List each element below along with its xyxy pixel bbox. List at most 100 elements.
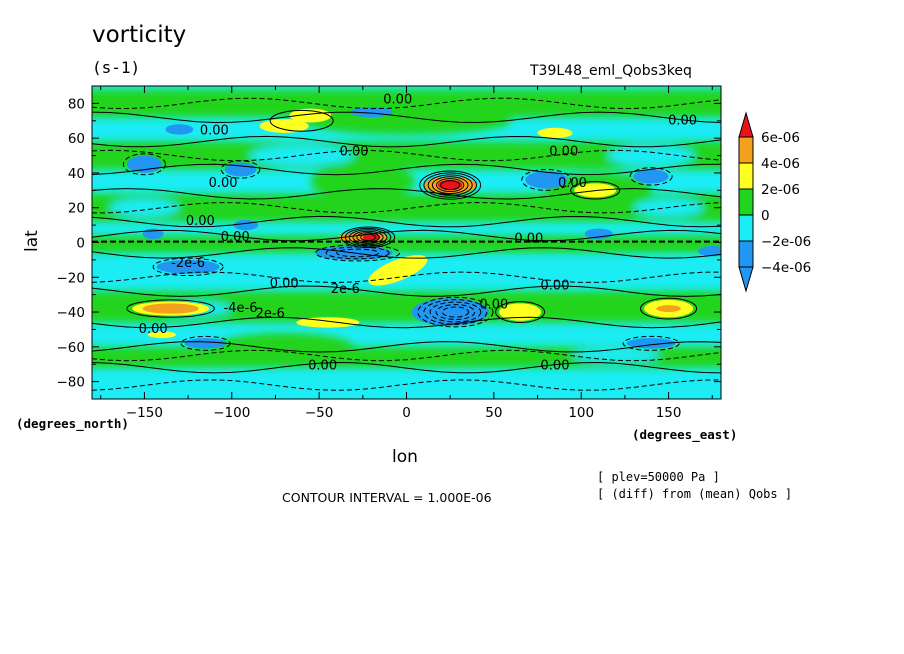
- contour-label: 0.00: [541, 358, 570, 373]
- contour-line: [436, 178, 465, 193]
- contour-line: [431, 176, 469, 194]
- contour-line: [92, 349, 721, 362]
- colorbar-label: −2e-06: [761, 234, 811, 250]
- positive-cell: [147, 331, 176, 339]
- contour-label: 0.00: [221, 230, 250, 245]
- field-patch: [310, 164, 416, 200]
- negative-cell: [525, 171, 568, 189]
- contour-line: [92, 135, 721, 148]
- x-tick-label: 0: [402, 405, 411, 421]
- contour-line: [521, 168, 572, 191]
- contour-line: [92, 97, 721, 110]
- contour-label: 0.00: [383, 92, 412, 107]
- contour-line: [122, 153, 166, 176]
- colorbar-bottom-arrow: [738, 266, 754, 293]
- contour-line: [495, 301, 546, 323]
- contour-line: [92, 215, 721, 228]
- contour-label: 0.00: [139, 322, 168, 337]
- colorbar-label: 4e-06: [761, 156, 800, 172]
- negative-cell: [233, 219, 259, 231]
- x-tick-label: 50: [485, 405, 502, 421]
- peak-cell: [362, 232, 381, 242]
- contour-line: [92, 341, 721, 353]
- field-band: [92, 235, 721, 253]
- colorbar-swatch: [738, 162, 754, 190]
- experiment-label: T39L48_eml_Qobs3keq: [530, 63, 692, 79]
- strong-positive-cell: [656, 305, 681, 313]
- level-note: [ plev=50000 Pa ]: [597, 470, 720, 484]
- colorbar-swatch: [738, 188, 754, 216]
- negative-cell: [165, 124, 194, 135]
- contour-line: [92, 229, 721, 242]
- contour-label: 0.00: [209, 176, 238, 191]
- contour-line: [427, 174, 473, 196]
- axes: −150 −100 −50 0 50 100 150 −80 −60 −40 −20 0 20 40 60 8…: [57, 85, 721, 421]
- y-tick-label: −80: [57, 375, 86, 391]
- contour-line: [269, 109, 334, 132]
- negative-cell: [411, 298, 489, 326]
- contour-line: [429, 301, 482, 323]
- contour-label: 0.00: [340, 145, 369, 160]
- contour-line: [570, 181, 621, 200]
- peak-cell: [437, 179, 463, 191]
- positive-cell: [259, 119, 309, 133]
- contour-label: -4e-6: [224, 301, 258, 316]
- contour-label: 0.00: [479, 298, 508, 313]
- contour-field: [92, 86, 721, 399]
- contour-line: [348, 229, 388, 246]
- contour-label: 2e-6: [331, 282, 360, 297]
- negative-cell: [126, 155, 162, 173]
- negative-cell: [224, 162, 257, 177]
- field-patch: [214, 332, 355, 361]
- contour-label: 0.00: [186, 214, 215, 229]
- contour-line: [423, 299, 488, 325]
- negative-cell: [698, 245, 721, 257]
- y-tick-label: −60: [57, 340, 86, 356]
- y-tick-label: 20: [68, 201, 85, 217]
- contour-line: [325, 246, 390, 260]
- contour-line: [92, 271, 721, 284]
- contour-label: 0.00: [200, 124, 229, 139]
- x-tick-label: −150: [126, 405, 163, 421]
- contour-label: -2e-6: [171, 256, 205, 271]
- contour-line: [435, 304, 476, 321]
- y-tick-label: 60: [68, 131, 85, 147]
- contour-line: [92, 188, 721, 200]
- x-tick-label: 150: [656, 405, 682, 421]
- contour-line: [92, 149, 721, 162]
- y-axis-units: (degrees_north): [16, 416, 129, 431]
- contour-label: 0.00: [308, 358, 337, 373]
- chart-units: (s-1): [92, 58, 141, 77]
- contour-line: [352, 230, 384, 244]
- positive-cell: [499, 303, 542, 321]
- colorbar: 6e-06 4e-06 2e-06 0 −2e-06 −4e-06: [738, 111, 811, 293]
- x-axis-units: (degrees_east): [632, 427, 738, 442]
- strong-positive-cell: [142, 303, 199, 314]
- colorbar-swatch: [738, 214, 754, 242]
- contour-line: [622, 335, 680, 351]
- field-patch: [109, 199, 180, 217]
- contour-line: [92, 111, 721, 124]
- x-tick-label: 100: [568, 405, 594, 421]
- contour-line: [440, 180, 461, 191]
- y-tick-label: 80: [68, 96, 85, 112]
- x-axis-label: lon: [392, 447, 418, 467]
- contour-line: [152, 257, 224, 277]
- negative-cell: [633, 169, 669, 184]
- contour-labels: 0.00 0.00 0.00 0.00 0.00 0.00 0.00 0.00 0.00 0.00…: [139, 92, 697, 373]
- y-tick-label: −40: [57, 305, 86, 321]
- contour-line: [441, 306, 470, 318]
- contour-line: [92, 379, 721, 391]
- contour-label: 0.00: [514, 232, 543, 247]
- contour-interval: CONTOUR INTERVAL = 1.000E-06: [282, 490, 492, 505]
- contour-line: [640, 297, 698, 320]
- contour-line: [423, 172, 477, 198]
- contour-line: [315, 244, 401, 262]
- contour-line: [92, 247, 721, 259]
- negative-cell: [350, 106, 393, 118]
- colorbar-label: 2e-06: [761, 182, 800, 198]
- colorbar-label: 6e-06: [761, 130, 800, 146]
- contour-line: [220, 160, 261, 179]
- y-tick-label: 40: [68, 166, 85, 182]
